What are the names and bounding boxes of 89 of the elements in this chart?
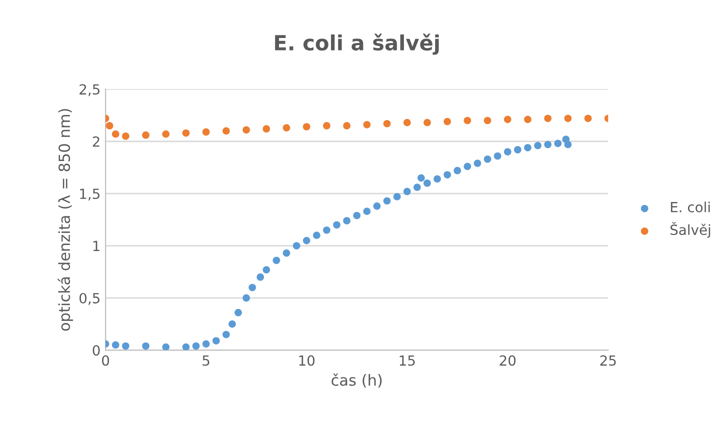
point (454, 166, 462, 174)
point (182, 343, 190, 350)
point (504, 116, 512, 124)
x-tick-label: 25 (600, 355, 616, 366)
x-tick-label: 15 (400, 355, 415, 366)
point (534, 142, 542, 150)
point (302, 123, 310, 130)
point (262, 125, 270, 133)
point (544, 114, 552, 122)
point (343, 122, 350, 130)
point (373, 202, 381, 210)
point (248, 284, 256, 292)
point (242, 294, 250, 302)
point (162, 130, 170, 138)
chart-title: E. coli a šalvěj (275, 34, 439, 55)
y-tick-label: 2,5 (80, 84, 100, 96)
point (383, 197, 391, 205)
point (212, 337, 220, 344)
point (524, 144, 532, 152)
point (302, 236, 310, 244)
point (363, 120, 371, 128)
point (564, 114, 572, 122)
point (222, 330, 230, 338)
point (122, 342, 130, 350)
point (554, 140, 562, 148)
point (234, 308, 242, 316)
x-tick-label: 0 (102, 355, 110, 366)
point (323, 122, 330, 130)
point (464, 116, 472, 124)
point (474, 160, 482, 167)
point (444, 171, 451, 178)
legend-label: Šalvěj (670, 222, 710, 238)
point (403, 188, 411, 196)
point (434, 175, 441, 183)
point (544, 140, 552, 148)
point (524, 116, 532, 124)
y-tick-label: 0,5 (80, 292, 100, 305)
point (564, 140, 572, 148)
x-tick-label: 20 (500, 355, 516, 366)
point (142, 342, 150, 350)
point (256, 273, 264, 281)
point (353, 212, 361, 220)
y-tick-label: 0 (92, 345, 100, 356)
point (323, 226, 330, 234)
point (162, 343, 170, 350)
point (343, 217, 350, 224)
legend-label: E. coli (670, 202, 710, 212)
point (418, 174, 425, 182)
point (142, 131, 150, 139)
point (192, 342, 200, 350)
point (393, 193, 401, 200)
point (494, 152, 502, 160)
point (282, 124, 290, 132)
point (444, 118, 451, 126)
point (403, 118, 411, 126)
point (424, 179, 431, 187)
point (272, 256, 280, 264)
point (282, 249, 290, 257)
point (312, 232, 320, 240)
y-tick-label: 2 (92, 136, 100, 147)
point (333, 221, 340, 229)
point (363, 208, 371, 215)
point (484, 155, 492, 163)
point (222, 127, 230, 135)
point (122, 132, 130, 140)
point (413, 184, 421, 191)
x-tick-label: 5 (202, 355, 210, 366)
point (292, 242, 300, 250)
y-axis-title: optická denzita (λ = 850 nm) (58, 109, 74, 331)
point (464, 162, 472, 170)
point (514, 146, 522, 154)
point (228, 320, 236, 328)
point (424, 118, 431, 126)
x-axis-title: čas (h) (332, 373, 382, 388)
y-tick-label: 1,5 (80, 188, 100, 200)
point (484, 116, 492, 124)
x-tick-label: 10 (299, 355, 314, 366)
point (584, 114, 592, 122)
point (242, 126, 250, 134)
point (112, 341, 120, 349)
point (112, 130, 120, 138)
y-tick-label: 1 (93, 240, 100, 252)
point (106, 122, 114, 130)
point (202, 128, 210, 136)
point (202, 340, 210, 348)
point (182, 129, 190, 137)
point (504, 148, 512, 156)
point (383, 120, 391, 128)
point (262, 266, 270, 274)
